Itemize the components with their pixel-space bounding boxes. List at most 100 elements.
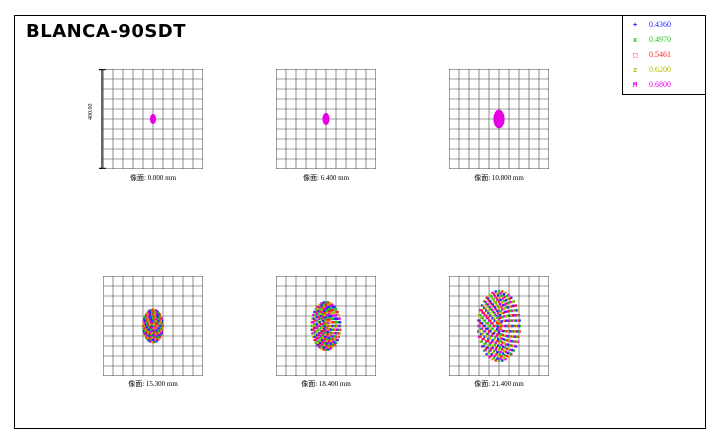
spot-diagram-panel [276, 276, 376, 376]
spot-point [329, 321, 332, 324]
spot-point [510, 344, 513, 347]
spot-point [331, 306, 334, 309]
spot-point [497, 300, 501, 304]
spot-point [483, 330, 487, 333]
spot-point [154, 332, 157, 336]
spot-point [146, 328, 150, 331]
spot-point [147, 318, 150, 322]
spot-point [503, 310, 507, 314]
spot-point [495, 296, 498, 300]
spot-point [501, 290, 504, 293]
spot-point [496, 324, 499, 328]
spot-point [485, 340, 488, 343]
spot-point [500, 305, 503, 309]
spot-point [153, 340, 156, 344]
spot-point [151, 315, 154, 318]
spot-point [323, 307, 326, 311]
spot-point [327, 301, 330, 304]
spot-point [157, 317, 160, 321]
spot-point [317, 339, 320, 342]
spot-point [338, 321, 342, 324]
spot-point [496, 309, 499, 313]
spot-point [502, 349, 506, 353]
spot-point [500, 329, 503, 332]
spot-point [495, 346, 498, 349]
spot-point [337, 321, 340, 324]
spot-point [503, 342, 506, 345]
spot-point [496, 292, 499, 295]
spot-point [502, 293, 506, 296]
spot-point [157, 324, 160, 328]
spot-point [315, 326, 319, 330]
spot-point [312, 317, 316, 320]
spot-point [320, 343, 324, 346]
spot-point [324, 320, 328, 323]
spot-point [512, 324, 515, 328]
spot-point [150, 331, 154, 334]
spot-point [145, 334, 149, 337]
spot-point [504, 319, 508, 322]
spot-point [155, 318, 158, 321]
spot-point [324, 329, 328, 332]
spot-point [329, 340, 333, 343]
spot-point [488, 306, 492, 309]
spot-point [485, 309, 488, 312]
spot-point [336, 321, 339, 324]
spot-point [161, 319, 164, 323]
spot-point [331, 337, 334, 341]
spot-point [157, 322, 160, 325]
spot-point [331, 346, 334, 349]
spot-point [517, 324, 520, 328]
spot-point [501, 324, 505, 328]
spot-point [511, 304, 514, 308]
spot-point [160, 332, 163, 335]
spot-point [481, 311, 484, 314]
spot-point [495, 352, 498, 356]
legend-label: 0.4360 [649, 20, 671, 29]
scale-label: 400.00 [88, 103, 94, 121]
diagram-frame [14, 15, 706, 429]
spot-point [518, 330, 521, 333]
spot-point [502, 299, 506, 303]
spot-point [326, 333, 329, 336]
spot-point [509, 324, 512, 328]
spot-point [148, 337, 151, 340]
spot-point [328, 324, 332, 328]
spot-point [155, 314, 158, 318]
spot-point [337, 328, 340, 331]
spot-point [149, 113, 157, 125]
spot-point [487, 332, 490, 336]
spot-point [495, 320, 498, 323]
spot-point [160, 317, 163, 320]
spot-point [318, 324, 321, 328]
spot-point [491, 308, 494, 312]
spot-point [336, 324, 339, 328]
spot-point [321, 315, 324, 318]
spot-point [505, 302, 509, 305]
spot-point [317, 336, 320, 340]
spot-point [511, 300, 514, 304]
spot-point [508, 297, 511, 300]
spot-point [152, 315, 156, 319]
spot-point [493, 343, 497, 346]
spot-point [479, 308, 482, 312]
spot-point [158, 317, 162, 320]
spot-point [507, 330, 511, 333]
spot-point [504, 303, 507, 306]
spot-point [495, 314, 498, 318]
spot-point [486, 322, 489, 325]
spot-diagram-panel [103, 69, 203, 169]
spot-point [148, 340, 152, 343]
spot-point [507, 355, 510, 359]
spot-plot [449, 276, 549, 376]
spot-point [496, 316, 499, 319]
spot-point [317, 312, 320, 316]
spot-point [334, 338, 338, 342]
spot-point [327, 308, 330, 311]
spot-point [330, 328, 334, 331]
spot-point [158, 332, 162, 335]
spot-point [318, 306, 321, 309]
spot-point [324, 333, 327, 336]
spot-point [312, 313, 315, 317]
spot-point [512, 335, 515, 338]
